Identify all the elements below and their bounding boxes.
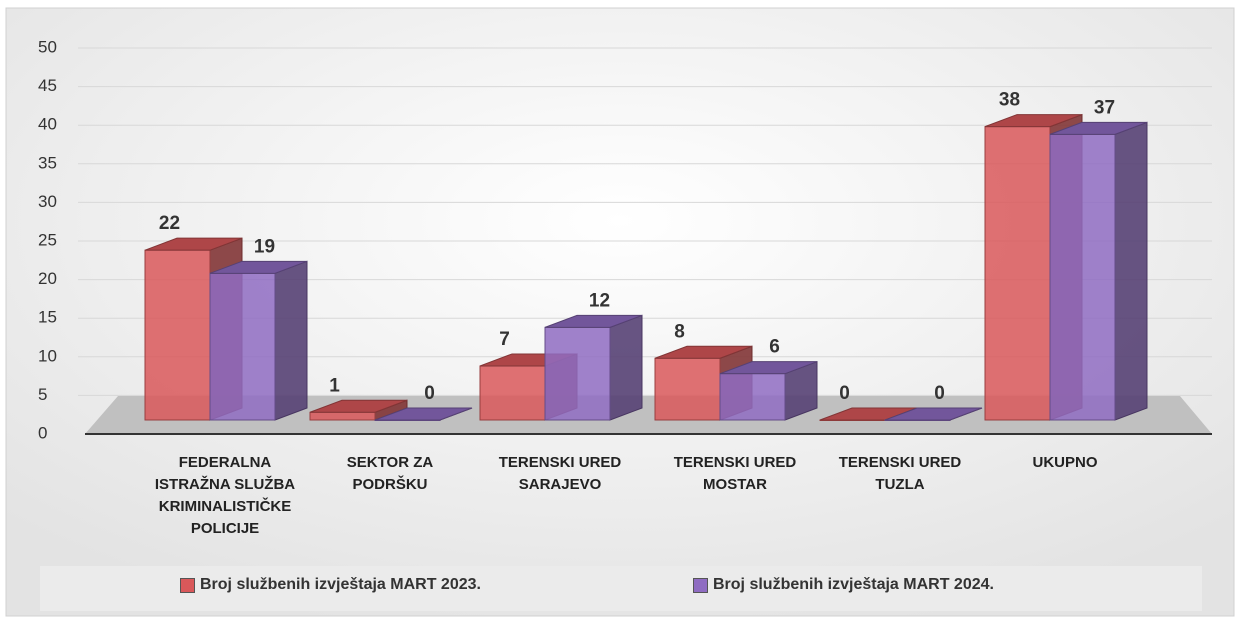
y-tick-label: 0: [38, 423, 47, 442]
bar-top: [654, 345, 753, 359]
y-tick-label: 20: [38, 269, 57, 288]
bar: [209, 272, 276, 421]
bar-side: [1114, 121, 1148, 421]
data-label: 38: [999, 90, 1020, 111]
bar-top: [209, 260, 308, 274]
legend-swatch: [180, 577, 195, 593]
data-label: 6: [769, 337, 780, 358]
bar: [984, 126, 1051, 421]
y-tick-label: 15: [38, 308, 57, 327]
bar-top: [144, 237, 243, 251]
bar: [309, 411, 376, 421]
bar-top: [1049, 121, 1148, 135]
bar-top: [309, 399, 408, 413]
data-label: 0: [424, 383, 435, 404]
data-label: 7: [499, 329, 510, 350]
data-label: 0: [934, 383, 945, 404]
data-label: 12: [589, 290, 610, 311]
x-tick-label: UKUPNO: [1032, 454, 1098, 471]
y-tick-label: 25: [38, 230, 57, 249]
bar-top: [719, 361, 818, 375]
x-tick-label: TERENSKI URED TUZLA: [838, 454, 962, 493]
y-tick-label: 50: [38, 37, 57, 56]
data-label: 37: [1094, 97, 1115, 118]
y-tick-label: 30: [38, 192, 57, 211]
data-label: 1: [329, 375, 340, 396]
bar: [479, 365, 546, 421]
legend-swatch: [693, 577, 708, 593]
bar: [544, 326, 611, 421]
x-tick-label: SEKTOR ZA PODRŠKU: [346, 454, 434, 493]
y-tick-label: 40: [38, 115, 57, 134]
y-tick-label: 35: [38, 153, 57, 172]
x-tick-label: FEDERALNA ISTRAŽNA SLUŽBA KRIMINALISTIČK…: [154, 454, 296, 537]
bar: [1049, 133, 1116, 421]
bar-side: [609, 314, 643, 421]
data-label: 19: [254, 236, 275, 257]
data-label: 22: [159, 213, 180, 234]
legend-box: [40, 566, 1202, 611]
x-tick-label: TERENSKI URED MOSTAR: [673, 454, 797, 493]
y-tick-label: 45: [38, 76, 57, 95]
bar: [144, 249, 211, 421]
legend-item: Broj službenih izvještaja MART 2024.: [693, 576, 994, 594]
bar: [654, 357, 721, 421]
bar-top: [374, 407, 473, 421]
y-tick-label: 5: [38, 385, 47, 404]
y-tick-label: 10: [38, 346, 57, 365]
bar-top: [884, 407, 983, 421]
bar-side: [274, 260, 308, 421]
x-tick-label: TERENSKI URED SARAJEVO: [498, 454, 622, 493]
legend-label: Broj službenih izvještaja MART 2024.: [713, 576, 994, 593]
bar-top: [544, 314, 643, 328]
bar-top: [984, 114, 1083, 128]
bar: [719, 373, 786, 421]
data-label: 0: [839, 383, 850, 404]
legend-item: Broj službenih izvještaja MART 2023.: [180, 576, 481, 594]
data-label: 8: [674, 321, 685, 342]
legend-label: Broj službenih izvještaja MART 2023.: [200, 576, 481, 593]
